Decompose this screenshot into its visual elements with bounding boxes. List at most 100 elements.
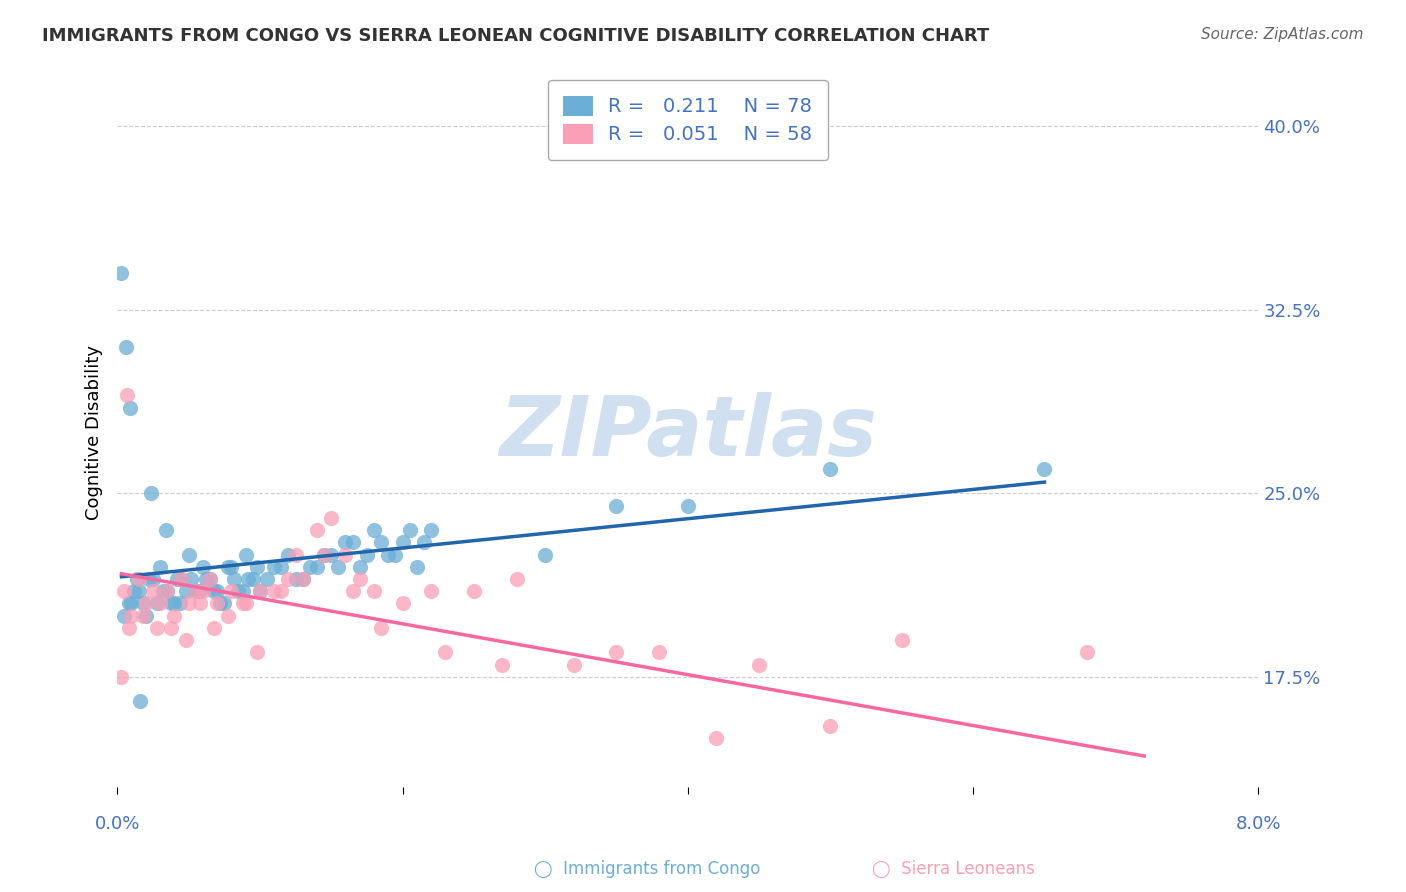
Point bbox=[132, 597, 155, 611]
Point bbox=[305, 559, 328, 574]
Point bbox=[605, 645, 627, 659]
Point bbox=[463, 584, 485, 599]
Point bbox=[291, 572, 314, 586]
Text: ◯  Sierra Leoneans: ◯ Sierra Leoneans bbox=[872, 860, 1035, 879]
Point bbox=[249, 584, 271, 599]
Point bbox=[221, 559, 243, 574]
Point bbox=[135, 597, 157, 611]
Point bbox=[128, 572, 150, 586]
Point bbox=[676, 499, 699, 513]
Legend: R =   0.211    N = 78, R =   0.051    N = 58: R = 0.211 N = 78, R = 0.051 N = 58 bbox=[548, 80, 828, 160]
Point bbox=[232, 597, 254, 611]
Point bbox=[180, 572, 202, 586]
Text: IMMIGRANTS FROM CONGO VS SIERRA LEONEAN COGNITIVE DISABILITY CORRELATION CHART: IMMIGRANTS FROM CONGO VS SIERRA LEONEAN … bbox=[42, 27, 990, 45]
Point bbox=[221, 584, 243, 599]
Point bbox=[277, 572, 299, 586]
Point bbox=[202, 621, 225, 635]
Point bbox=[114, 340, 136, 354]
Point bbox=[605, 499, 627, 513]
Point bbox=[138, 572, 160, 586]
Point bbox=[177, 548, 200, 562]
Point bbox=[349, 572, 371, 586]
Point bbox=[246, 559, 269, 574]
Point bbox=[342, 584, 364, 599]
Point bbox=[205, 584, 228, 599]
Point bbox=[312, 548, 335, 562]
Point bbox=[305, 523, 328, 537]
Point bbox=[820, 719, 842, 733]
Point bbox=[377, 548, 399, 562]
Point bbox=[166, 572, 188, 586]
Point bbox=[205, 597, 228, 611]
Point bbox=[420, 523, 443, 537]
Point bbox=[412, 535, 434, 549]
Point bbox=[191, 584, 214, 599]
Point bbox=[141, 486, 163, 500]
Point bbox=[110, 266, 132, 280]
Point bbox=[212, 597, 235, 611]
Point bbox=[184, 584, 207, 599]
Point bbox=[648, 645, 671, 659]
Point bbox=[420, 584, 443, 599]
Point bbox=[120, 597, 142, 611]
Point bbox=[118, 401, 141, 415]
Point bbox=[169, 597, 191, 611]
Point bbox=[155, 523, 177, 537]
Point bbox=[534, 548, 557, 562]
Point bbox=[277, 548, 299, 562]
Point bbox=[149, 597, 172, 611]
Point bbox=[198, 572, 221, 586]
Point bbox=[156, 584, 179, 599]
Point bbox=[112, 608, 135, 623]
Point bbox=[820, 462, 842, 476]
Point bbox=[284, 572, 307, 586]
Point bbox=[391, 597, 413, 611]
Point bbox=[1133, 853, 1156, 867]
Point bbox=[202, 584, 225, 599]
Point bbox=[398, 523, 420, 537]
Point bbox=[174, 633, 197, 648]
Point bbox=[163, 608, 186, 623]
Point bbox=[120, 608, 142, 623]
Point bbox=[149, 559, 172, 574]
Point bbox=[160, 597, 183, 611]
Point bbox=[117, 597, 139, 611]
Point bbox=[235, 597, 257, 611]
Point bbox=[174, 584, 197, 599]
Point bbox=[132, 608, 155, 623]
Point bbox=[228, 584, 250, 599]
Point bbox=[342, 535, 364, 549]
Point bbox=[1076, 645, 1098, 659]
Point bbox=[170, 572, 193, 586]
Point bbox=[270, 559, 292, 574]
Point bbox=[242, 572, 264, 586]
Point bbox=[748, 657, 770, 672]
Point bbox=[135, 608, 157, 623]
Point bbox=[321, 548, 343, 562]
Point bbox=[117, 621, 139, 635]
Text: Source: ZipAtlas.com: Source: ZipAtlas.com bbox=[1201, 27, 1364, 42]
Point bbox=[115, 388, 138, 402]
Point bbox=[224, 572, 246, 586]
Point bbox=[235, 548, 257, 562]
Point bbox=[129, 694, 152, 708]
Point bbox=[160, 621, 183, 635]
Point bbox=[128, 584, 150, 599]
Point bbox=[962, 865, 984, 880]
Point bbox=[434, 645, 457, 659]
Point bbox=[370, 621, 392, 635]
Point bbox=[356, 548, 378, 562]
Text: ◯  Immigrants from Congo: ◯ Immigrants from Congo bbox=[534, 860, 761, 879]
Point bbox=[184, 584, 207, 599]
Point bbox=[321, 511, 343, 525]
Point bbox=[217, 559, 239, 574]
Point bbox=[562, 657, 585, 672]
Point bbox=[349, 559, 371, 574]
Point bbox=[298, 559, 321, 574]
Point bbox=[112, 584, 135, 599]
Y-axis label: Cognitive Disability: Cognitive Disability bbox=[86, 344, 103, 520]
Point bbox=[384, 548, 406, 562]
Point bbox=[335, 535, 357, 549]
Point bbox=[146, 597, 169, 611]
Point bbox=[1033, 462, 1056, 476]
